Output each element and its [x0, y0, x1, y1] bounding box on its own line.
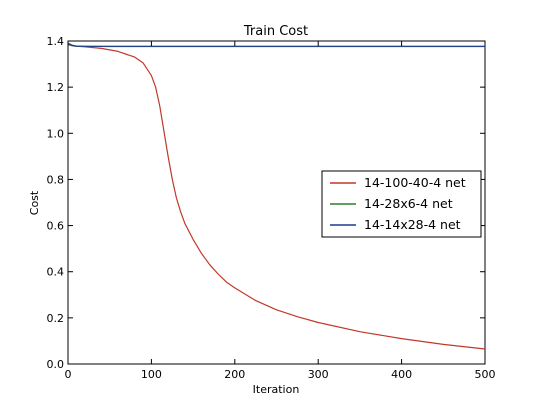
x-tick-label: 400 [391, 368, 412, 381]
y-tick-label: 0.0 [47, 358, 65, 371]
y-tick-label: 0.4 [47, 266, 65, 279]
x-tick-label: 100 [141, 368, 162, 381]
legend-entry: 14-28x6-4 net [364, 196, 453, 211]
y-tick-label: 0.8 [47, 173, 65, 186]
x-tick-label: 300 [308, 368, 329, 381]
series-layer [67, 42, 486, 350]
x-axis-label: Iteration [253, 383, 300, 396]
x-tick-label: 0 [65, 368, 72, 381]
legend-entry: 14-14x28-4 net [364, 217, 461, 232]
y-tick-label: 1.0 [47, 127, 65, 140]
y-axis-label: Cost [28, 190, 41, 215]
y-tick-label: 0.6 [47, 220, 65, 233]
y-tick-label: 0.2 [47, 312, 65, 325]
chart-title: Train Cost [243, 24, 308, 39]
y-tick-label: 1.2 [47, 81, 65, 94]
plot-area [67, 40, 486, 365]
x-tick-label: 200 [224, 368, 245, 381]
series-line-3 [67, 42, 485, 47]
x-tick-label: 500 [475, 368, 496, 381]
legend: 14-100-40-4 net 14-28x6-4 net 14-14x28-4 n… [321, 170, 482, 238]
y-tick-label: 1.4 [47, 35, 65, 48]
tick-layer: 0 100 200 300 400 500 0.0 0.2 0.4 0.6 0.8 1.0 1.2 1.4 [47, 35, 496, 381]
series-line-1 [67, 42, 486, 350]
legend-entry: 14-100-40-4 net [364, 175, 466, 190]
